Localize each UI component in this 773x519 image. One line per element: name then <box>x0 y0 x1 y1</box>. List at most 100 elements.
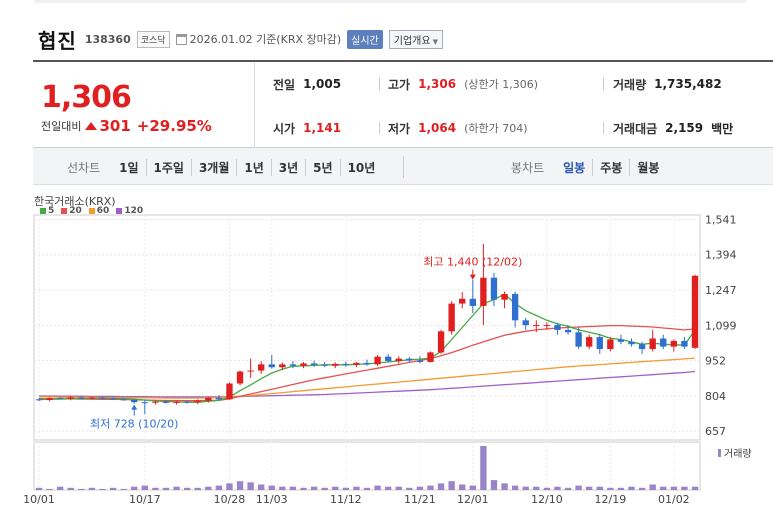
volume-bar <box>691 486 699 490</box>
volume-bar <box>395 486 402 490</box>
prev-close: 전일 1,005 <box>273 74 341 94</box>
chevron-down-icon: ▼ <box>432 37 438 46</box>
volume-bar <box>226 483 233 490</box>
candle-body <box>183 401 191 403</box>
volume-bar <box>310 486 318 490</box>
y-tick-label: 952 <box>705 355 726 368</box>
volume-bar <box>120 488 127 490</box>
candle-body <box>268 364 275 368</box>
volume-label: 거래량 <box>613 77 647 92</box>
data-source: 한국거래소(KRX) <box>34 195 116 208</box>
candle-body <box>586 337 593 347</box>
candle-chart-label[interactable]: 봉차트 <box>511 161 545 175</box>
tab-5y[interactable]: 5년 <box>305 159 339 176</box>
realtime-button[interactable]: 실시간 <box>347 29 383 49</box>
company-overview-label: 기업개요 <box>393 35 431 47</box>
base-date: 2026.01.02 기준(KRX 장마감) <box>175 31 341 47</box>
candle-body <box>660 338 667 347</box>
volume-bar <box>374 485 381 490</box>
volume-bar <box>575 485 582 490</box>
amount-value: 2,159 <box>665 121 704 135</box>
candle-body <box>131 400 138 403</box>
candle-body <box>459 298 466 304</box>
candle-body <box>617 339 625 342</box>
volume-bar <box>332 486 339 490</box>
volume-bar <box>628 486 635 490</box>
price-change: 전일대비 301 +29.95% <box>41 117 212 135</box>
candle-body <box>35 399 43 401</box>
candle-body <box>46 398 53 401</box>
candle-body <box>173 401 180 403</box>
candle-body <box>310 363 318 365</box>
chart-tabs: 선차트 1일 1주일 3개월 1년 3년 5년 10년 봉차트 일봉 주봉 월봉 <box>33 148 773 185</box>
volume-bar <box>67 487 74 490</box>
current-price: 1,306 <box>41 80 132 115</box>
amount-label: 거래대금 <box>613 121 658 136</box>
lower-limit: (하한가 704) <box>464 122 528 135</box>
stock-header: 협진 138360 코스닥 2026.01.02 기준(KRX 장마감) 실시간… <box>38 26 443 53</box>
high-value: 1,306 <box>418 77 457 91</box>
tab-3y[interactable]: 3년 <box>270 159 305 176</box>
candle-body <box>448 303 455 332</box>
line-chart-label[interactable]: 선차트 <box>67 161 101 175</box>
legend-ma20: 20 <box>61 206 82 216</box>
candle-body <box>321 364 328 366</box>
candle-body <box>395 358 402 362</box>
candle-body <box>289 364 297 366</box>
change-label: 전일대비 <box>41 120 82 133</box>
y-tick-label: 1,394 <box>705 249 737 262</box>
y-tick-label: 1,099 <box>705 319 737 332</box>
x-tick-label: 10/17 <box>129 493 161 506</box>
legend-swatch <box>88 208 95 214</box>
tab-1y[interactable]: 1년 <box>236 159 270 176</box>
open-value: 1,141 <box>303 121 342 135</box>
prev-close-label: 전일 <box>273 77 296 92</box>
volume-bar <box>459 484 466 490</box>
volume-bar <box>247 482 254 490</box>
volume-bar <box>321 487 328 490</box>
volume-bar <box>681 486 688 490</box>
volume-bar <box>141 485 148 490</box>
volume-bar <box>480 446 487 490</box>
legend-swatch <box>40 208 46 214</box>
candle-body <box>215 397 223 400</box>
volume-bar <box>46 488 53 490</box>
volume-bar <box>236 481 244 490</box>
candle-body <box>88 397 96 399</box>
ma60-line <box>39 357 696 399</box>
candle-body <box>554 325 561 330</box>
volume-bar <box>437 483 445 490</box>
tab-weekly[interactable]: 주봉 <box>592 159 629 176</box>
up-arrow-icon <box>85 122 98 130</box>
trade-amount: 거래대금 2,159 백만 <box>613 118 733 138</box>
volume-bar <box>279 486 286 490</box>
volume-bar <box>448 481 455 490</box>
current-price-box: 1,306 전일대비 301 +29.95% <box>33 62 255 148</box>
tab-1w[interactable]: 1주일 <box>145 159 191 176</box>
upper-limit: (상한가 1,306) <box>464 78 538 91</box>
tab-3m[interactable]: 3개월 <box>190 159 236 176</box>
tab-daily[interactable]: 일봉 <box>563 161 586 175</box>
y-tick-label: 657 <box>705 425 726 438</box>
candle-body <box>226 383 233 400</box>
candle-body <box>681 340 688 347</box>
candle-body <box>99 397 106 399</box>
ma-legend: 5 20 60 120 <box>40 206 143 216</box>
candle-body <box>162 401 170 403</box>
legend-ma20-label: 20 <box>69 206 82 216</box>
volume-bar <box>490 480 498 490</box>
y-tick-label: 804 <box>705 390 726 403</box>
candle-body <box>141 402 148 404</box>
candle-body <box>649 338 656 350</box>
volume-bar <box>342 487 350 490</box>
tab-10y[interactable]: 10년 <box>339 159 383 176</box>
company-overview-button[interactable]: 기업개요 ▼ <box>388 29 443 49</box>
volume-bar <box>522 486 529 490</box>
tab-1d[interactable]: 1일 <box>119 161 139 175</box>
volume-bar <box>469 485 476 490</box>
tab-monthly[interactable]: 월봉 <box>629 159 666 176</box>
volume-bar <box>363 487 371 490</box>
volume-bar <box>607 487 614 490</box>
candle-body <box>416 360 424 362</box>
volume-bar <box>56 486 64 490</box>
